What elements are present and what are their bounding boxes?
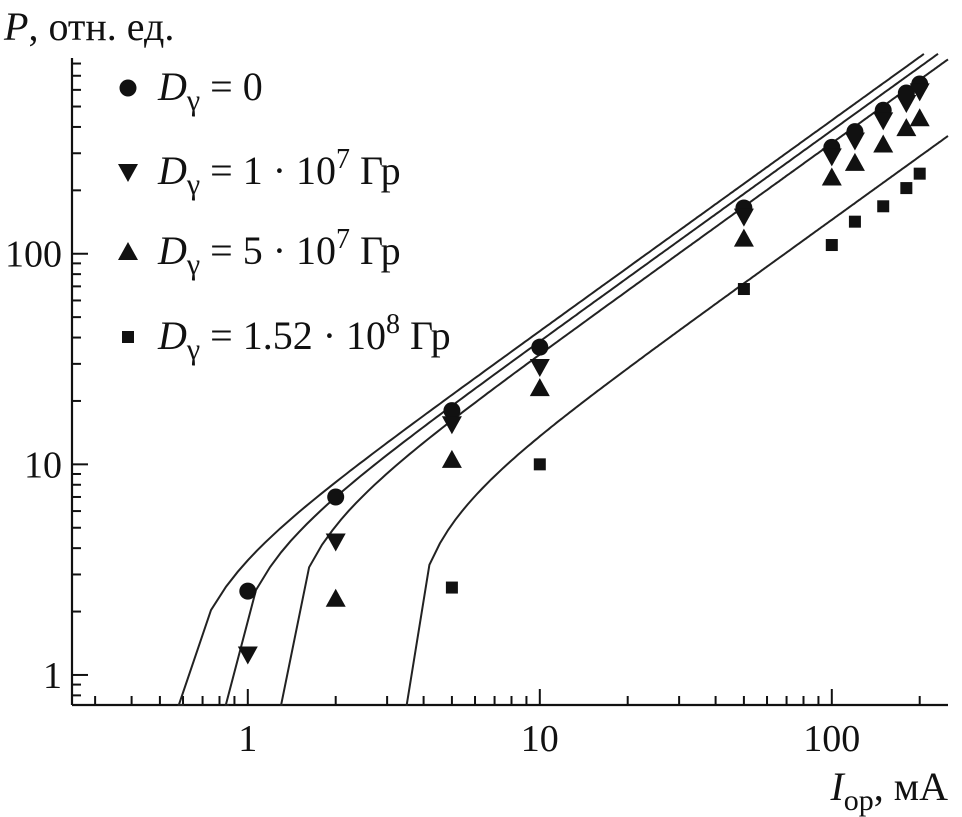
data-point-series-2 <box>325 533 346 552</box>
legend-exponent: 8 <box>386 309 400 340</box>
y-axis-symbol: P <box>3 4 28 49</box>
data-point-series-3 <box>873 134 894 153</box>
legend-label-series-3: Dγ = 5 · 107 Гр <box>157 224 401 281</box>
data-point-series-4 <box>877 200 890 213</box>
fit-curves <box>177 52 949 706</box>
legend-symbol: D <box>157 228 187 273</box>
data-point-series-2 <box>529 358 550 377</box>
x-tick-label: 10 <box>521 718 559 760</box>
legend-subscript: γ <box>186 168 200 201</box>
data-point-series-2 <box>896 94 917 113</box>
x-axis-symbol: I <box>829 764 845 809</box>
data-point-series-1 <box>531 338 549 356</box>
legend-exponent: 7 <box>336 224 350 255</box>
legend-subscript: γ <box>186 84 200 117</box>
data-point-series-3 <box>844 152 865 171</box>
x-axis-unit: , мА <box>874 764 948 809</box>
data-point-series-2 <box>821 148 842 167</box>
legend-value: = 1.52 · 10 <box>200 313 386 358</box>
data-point-series-2 <box>237 646 258 665</box>
data-point-series-3 <box>733 228 754 247</box>
axes: 1 10 100 1 10 100 <box>5 58 948 760</box>
legend-value: = 1 · 10 <box>200 148 336 193</box>
legend-value: = 5 · 10 <box>200 228 336 273</box>
x-axis-subscript: ор <box>844 784 874 817</box>
legend-unit: Гр <box>350 228 401 273</box>
legend-exponent: 7 <box>336 144 350 175</box>
data-point-series-2 <box>844 132 865 151</box>
data-point-series-4 <box>900 182 913 195</box>
x-axis-label: Iор, мА <box>829 764 948 817</box>
y-tick-label: 1 <box>43 655 62 697</box>
legend-marker-series-3 <box>118 242 138 260</box>
data-points <box>237 75 930 665</box>
data-point-series-3 <box>909 108 930 127</box>
y-axis-label: P, отн. ед. <box>3 4 174 49</box>
legend-marker-series-2 <box>118 164 138 182</box>
legend-subscript: γ <box>186 248 200 281</box>
data-point-series-1 <box>327 488 345 506</box>
data-point-series-4 <box>445 581 458 594</box>
data-point-series-3 <box>325 588 346 607</box>
legend-marker-series-1 <box>119 79 137 97</box>
fit-curve-series-2 <box>224 52 939 706</box>
legend-marker-series-4 <box>122 331 134 343</box>
legend-symbol: D <box>157 64 187 109</box>
y-tick-label: 100 <box>5 234 62 276</box>
legend-label-series-1: Dγ = 0 <box>157 64 263 117</box>
legend-label-series-2: Dγ = 1 · 107 Гр <box>157 144 401 201</box>
fit-curve-series-1 <box>177 53 925 706</box>
data-point-series-3 <box>441 449 462 468</box>
x-tick-label: 100 <box>803 718 860 760</box>
data-point-series-1 <box>239 582 257 600</box>
data-point-series-4 <box>737 283 750 296</box>
legend-value: = 0 <box>200 64 263 109</box>
legend-label-series-4: Dγ = 1.52 · 108 Гр <box>157 309 451 366</box>
data-point-series-1 <box>443 402 461 420</box>
data-point-series-4 <box>533 458 546 471</box>
legend-unit: Гр <box>400 313 451 358</box>
data-point-series-4 <box>913 167 926 180</box>
data-point-series-2 <box>441 416 462 435</box>
data-point-series-4 <box>825 239 838 252</box>
data-point-series-2 <box>873 112 894 131</box>
fit-curve-series-4 <box>405 135 949 706</box>
data-point-series-3 <box>529 378 550 397</box>
data-point-series-3 <box>896 118 917 137</box>
legend-subscript: γ <box>186 333 200 366</box>
legend-unit: Гр <box>350 148 401 193</box>
data-point-series-4 <box>848 215 861 228</box>
data-point-series-2 <box>733 208 754 227</box>
x-tick-label: 1 <box>238 718 257 760</box>
legend-symbol: D <box>157 313 187 358</box>
legend-symbol: D <box>157 148 187 193</box>
data-point-series-3 <box>821 167 842 186</box>
y-axis-unit: , отн. ед. <box>28 4 174 49</box>
data-point-series-2 <box>909 83 930 102</box>
y-tick-label: 10 <box>24 444 62 486</box>
